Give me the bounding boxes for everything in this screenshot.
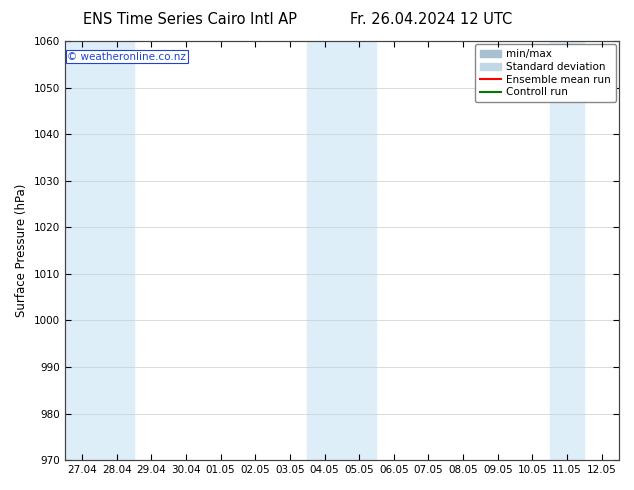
Text: © weatheronline.co.nz: © weatheronline.co.nz xyxy=(67,51,186,62)
Bar xyxy=(307,41,342,460)
Bar xyxy=(100,41,134,460)
Legend: min/max, Standard deviation, Ensemble mean run, Controll run: min/max, Standard deviation, Ensemble me… xyxy=(475,44,616,102)
Text: ENS Time Series Cairo Intl AP: ENS Time Series Cairo Intl AP xyxy=(83,12,297,27)
Y-axis label: Surface Pressure (hPa): Surface Pressure (hPa) xyxy=(15,184,28,318)
Text: Fr. 26.04.2024 12 UTC: Fr. 26.04.2024 12 UTC xyxy=(350,12,512,27)
Bar xyxy=(65,41,100,460)
Bar xyxy=(342,41,377,460)
Bar xyxy=(550,41,585,460)
